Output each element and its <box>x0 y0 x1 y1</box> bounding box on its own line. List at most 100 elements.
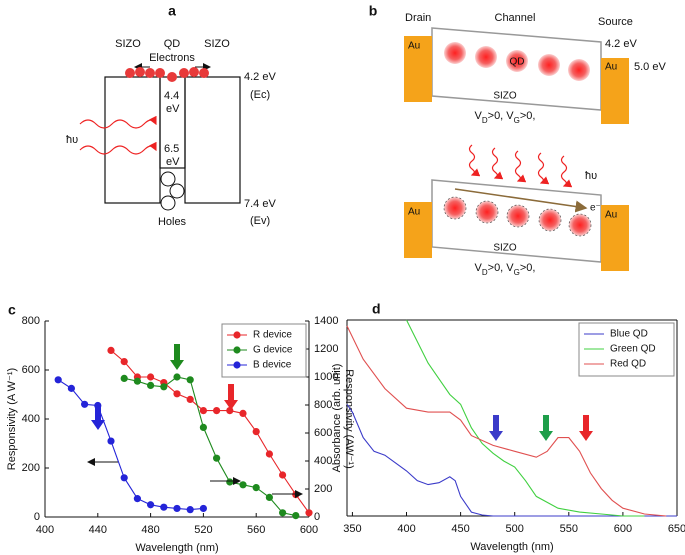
legend-label: G device <box>253 345 293 356</box>
bias-part: V <box>506 110 514 122</box>
x-axis-title: Wavelength (nm) <box>470 541 553 553</box>
data-point <box>265 450 273 458</box>
light-label: ħυ <box>585 170 597 182</box>
qd-level: 6.5 <box>164 143 179 155</box>
data-point <box>199 407 207 415</box>
light-wave <box>79 115 157 129</box>
bias-part: V <box>475 110 483 122</box>
data-point <box>147 381 155 389</box>
y2-tick-label: 1400 <box>314 315 338 327</box>
band-right <box>184 76 241 204</box>
x-tick-label: 560 <box>247 524 265 536</box>
x-tick-label: 600 <box>300 524 318 536</box>
x-tick-label: 480 <box>141 524 159 536</box>
data-point <box>173 504 181 513</box>
data-point <box>239 409 247 417</box>
data-point <box>133 377 141 385</box>
data-point <box>54 376 62 384</box>
qd-level: eV <box>166 156 180 168</box>
legend-label: Red QD <box>610 359 646 370</box>
bias-part: D <box>482 268 488 277</box>
data-point <box>81 400 89 408</box>
layer-label: SIZO <box>115 38 141 50</box>
annotation-arrow <box>539 415 553 441</box>
data-point <box>160 383 168 391</box>
energy-label: 5.0 eV <box>634 61 666 73</box>
bias-part: >0, <box>488 262 507 274</box>
energy-label: 4.2 eV <box>244 71 276 83</box>
y2-tick-label: 600 <box>314 427 332 439</box>
x-tick-label: 400 <box>397 523 415 535</box>
qd-level: eV <box>166 103 180 115</box>
x-tick-label: 550 <box>560 523 578 535</box>
y-tick-label: 0 <box>34 511 40 523</box>
data-point <box>305 509 313 517</box>
x-tick-label: 450 <box>451 523 469 535</box>
x-tick-label: 400 <box>36 524 54 536</box>
electron-label: e⁻ <box>590 203 601 214</box>
bias-part: V <box>475 262 483 274</box>
bias-part: V <box>506 262 514 274</box>
bias-condition: VD>0, VG>0, <box>475 110 536 125</box>
series-line <box>346 325 667 517</box>
drain-label: Drain <box>405 12 431 24</box>
x-tick-label: 350 <box>343 523 361 535</box>
data-point <box>252 428 260 436</box>
qd-level: 4.4 <box>164 90 179 102</box>
electrons-label: Electrons <box>149 52 195 64</box>
x-axis-title: Wavelength (nm) <box>135 542 218 554</box>
data-point <box>107 346 115 354</box>
energy-label: 4.2 eV <box>605 38 637 50</box>
data-point <box>199 504 207 513</box>
y2-tick-label: 400 <box>314 455 332 467</box>
holes-label: Holes <box>158 216 187 228</box>
y-axis-title: Absorbance (arb. unit) <box>331 364 343 473</box>
data-point <box>120 358 128 366</box>
x-tick-label: 520 <box>194 524 212 536</box>
x-tick-label: 650 <box>668 523 685 535</box>
legend-label: R device <box>253 330 292 341</box>
y-axis-title: Responsivity (A W⁻¹) <box>6 368 18 470</box>
holes <box>160 171 185 211</box>
energy-label: (Ev) <box>250 215 270 227</box>
electrode <box>404 202 432 258</box>
panel-label: d <box>372 301 381 317</box>
data-point <box>147 501 155 509</box>
electron-flow <box>454 188 588 213</box>
y2-tick-label: 0 <box>314 511 320 523</box>
y2-tick-label: 1000 <box>314 371 338 383</box>
x-tick-label: 600 <box>614 523 632 535</box>
data-point <box>279 509 287 517</box>
panel-label: b <box>369 3 378 19</box>
annotation-arrow <box>170 344 184 370</box>
bias-part: >0, <box>520 262 536 274</box>
layer-label: QD <box>164 38 181 50</box>
electrons <box>125 67 209 82</box>
y2-tick-label: 1200 <box>314 343 338 355</box>
data-point <box>186 395 194 403</box>
light-wave <box>79 141 157 155</box>
annotation-arrow <box>91 404 105 430</box>
bias-part: >0, <box>488 110 507 122</box>
data-point <box>213 454 221 462</box>
legend-label: Blue QD <box>610 329 648 340</box>
y-tick-label: 400 <box>22 413 40 425</box>
data-point <box>239 481 247 489</box>
light-label: ħυ <box>66 134 78 146</box>
data-point <box>120 474 128 482</box>
data-point <box>107 437 115 445</box>
data-point <box>133 495 141 503</box>
legend-label: B device <box>253 360 292 371</box>
panel-label: a <box>168 3 176 19</box>
series-line <box>406 319 645 517</box>
material-label: SIZO <box>493 91 517 102</box>
data-point <box>226 478 234 486</box>
panel-b: b Drain Channel Source Au Au 4.2 eV 5.0 … <box>369 3 667 277</box>
data-point <box>279 471 287 479</box>
legend-label: Green QD <box>610 344 656 355</box>
data-point <box>186 376 194 384</box>
series-line <box>110 349 310 514</box>
electrode-label: Au <box>605 62 617 73</box>
annotation-arrow <box>224 384 238 410</box>
